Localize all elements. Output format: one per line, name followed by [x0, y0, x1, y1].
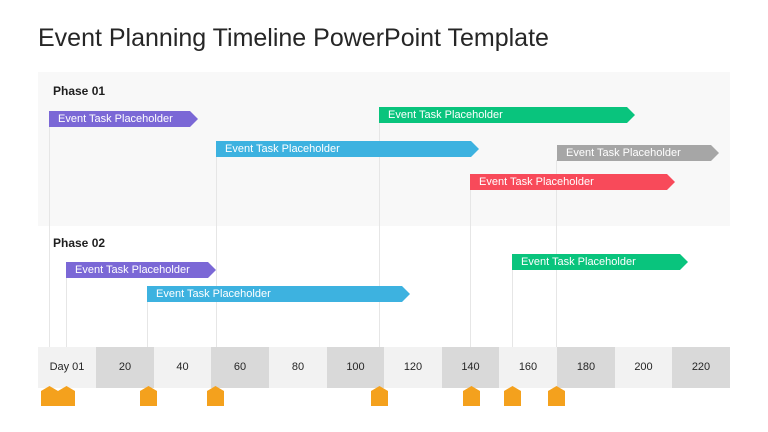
task-bar[interactable]: Event Task Placeholder — [49, 111, 198, 127]
axis-label: 120 — [384, 347, 442, 388]
axis-label: 80 — [269, 347, 327, 388]
phase-label-02: Phase 02 — [53, 236, 106, 250]
pentagon-marker-icon[interactable] — [504, 386, 521, 406]
pentagon-marker-icon[interactable] — [207, 386, 224, 406]
guide-line — [49, 126, 50, 347]
timeline-axis: Day 01 20 40 60 80 100 120 140 160 180 2… — [38, 347, 730, 388]
pentagon-marker-icon[interactable] — [140, 386, 157, 406]
axis-label: 20 — [96, 347, 154, 388]
task-bar[interactable]: Event Task Placeholder — [216, 141, 479, 157]
task-bar[interactable]: Event Task Placeholder — [557, 145, 719, 161]
guide-line — [556, 160, 557, 347]
axis-label: 160 — [499, 347, 557, 388]
pentagon-marker-icon[interactable] — [548, 386, 565, 406]
axis-label: 100 — [327, 347, 384, 388]
pentagon-marker-icon[interactable] — [41, 386, 58, 406]
phase-label-01: Phase 01 — [53, 84, 106, 98]
guide-line — [147, 301, 148, 347]
pentagon-marker-icon[interactable] — [463, 386, 480, 406]
slide-title: Event Planning Timeline PowerPoint Templ… — [38, 24, 549, 52]
axis-label: 140 — [442, 347, 499, 388]
pentagon-marker-icon[interactable] — [371, 386, 388, 406]
guide-line — [216, 156, 217, 347]
task-bar[interactable]: Event Task Placeholder — [147, 286, 410, 302]
guide-line — [512, 269, 513, 347]
task-bar[interactable]: Event Task Placeholder — [470, 174, 675, 190]
guide-line — [379, 122, 380, 347]
axis-label: 180 — [557, 347, 615, 388]
axis-label: 40 — [154, 347, 211, 388]
task-bar[interactable]: Event Task Placeholder — [66, 262, 216, 278]
pentagon-marker-icon[interactable] — [58, 386, 75, 406]
task-bar[interactable]: Event Task Placeholder — [512, 254, 688, 270]
task-bar[interactable]: Event Task Placeholder — [379, 107, 635, 123]
axis-label: Day 01 — [38, 347, 96, 388]
axis-label: 60 — [211, 347, 269, 388]
guide-line — [470, 189, 471, 347]
guide-line — [66, 276, 67, 347]
axis-label: 200 — [615, 347, 672, 388]
axis-label: 220 — [672, 347, 730, 388]
